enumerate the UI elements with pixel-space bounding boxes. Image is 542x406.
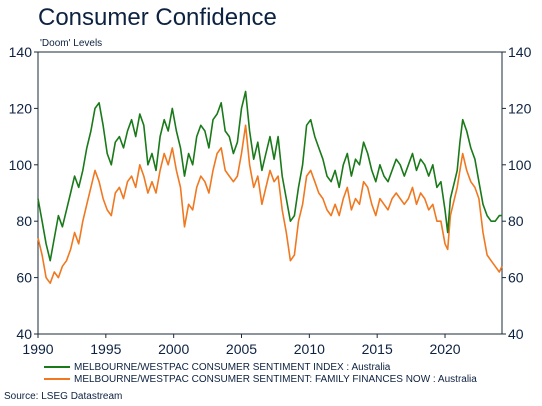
x-tick-label: 2005 [226, 341, 257, 357]
y-tick-label-right: 100 [508, 157, 532, 173]
y-axis-left: 40 60 80 100 120 140 [9, 44, 38, 342]
y-tick-label-right: 60 [508, 270, 524, 286]
x-axis: 1990 1995 2000 2005 2010 2015 2020 [22, 334, 461, 357]
y-tick-label-left: 80 [16, 213, 32, 229]
y-tick-label-right: 80 [508, 213, 524, 229]
x-tick-label: 2000 [158, 341, 189, 357]
x-tick-label: 1990 [22, 341, 53, 357]
legend: MELBOURNE/WESTPAC CONSUMER SENTIMENT IND… [44, 362, 477, 385]
legend-label: MELBOURNE/WESTPAC CONSUMER SENTIMENT IND… [74, 362, 391, 373]
y-tick-label-left: 140 [9, 44, 33, 60]
series-line-family-finances [37, 124, 503, 285]
x-tick-label: 1995 [90, 341, 121, 357]
y-tick-label-right: 40 [508, 326, 524, 342]
series-layer [37, 90, 503, 285]
y-tick-label-left: 60 [16, 270, 32, 286]
x-tick-label: 2015 [362, 341, 393, 357]
x-tick-label: 2010 [294, 341, 325, 357]
y-tick-label-left: 100 [9, 157, 33, 173]
y-tick-label-left: 120 [9, 100, 33, 116]
x-tick-label: 2020 [429, 341, 460, 357]
plot-frame [37, 51, 503, 335]
chart-title: Consumer Confidence [38, 4, 277, 31]
y-tick-label-left: 40 [16, 326, 32, 342]
y-tick-label-right: 120 [508, 100, 532, 116]
series-line-sentiment-index [37, 90, 502, 262]
chart-subtitle: 'Doom' Levels [40, 38, 103, 49]
y-tick-label-right: 140 [508, 44, 532, 60]
y-axis-right: 40 60 80 100 120 140 [502, 44, 532, 342]
source-note: Source: LSEG Datastream [4, 391, 123, 402]
legend-label: MELBOURNE/WESTPAC CONSUMER SENTIMENT: FA… [74, 374, 477, 385]
